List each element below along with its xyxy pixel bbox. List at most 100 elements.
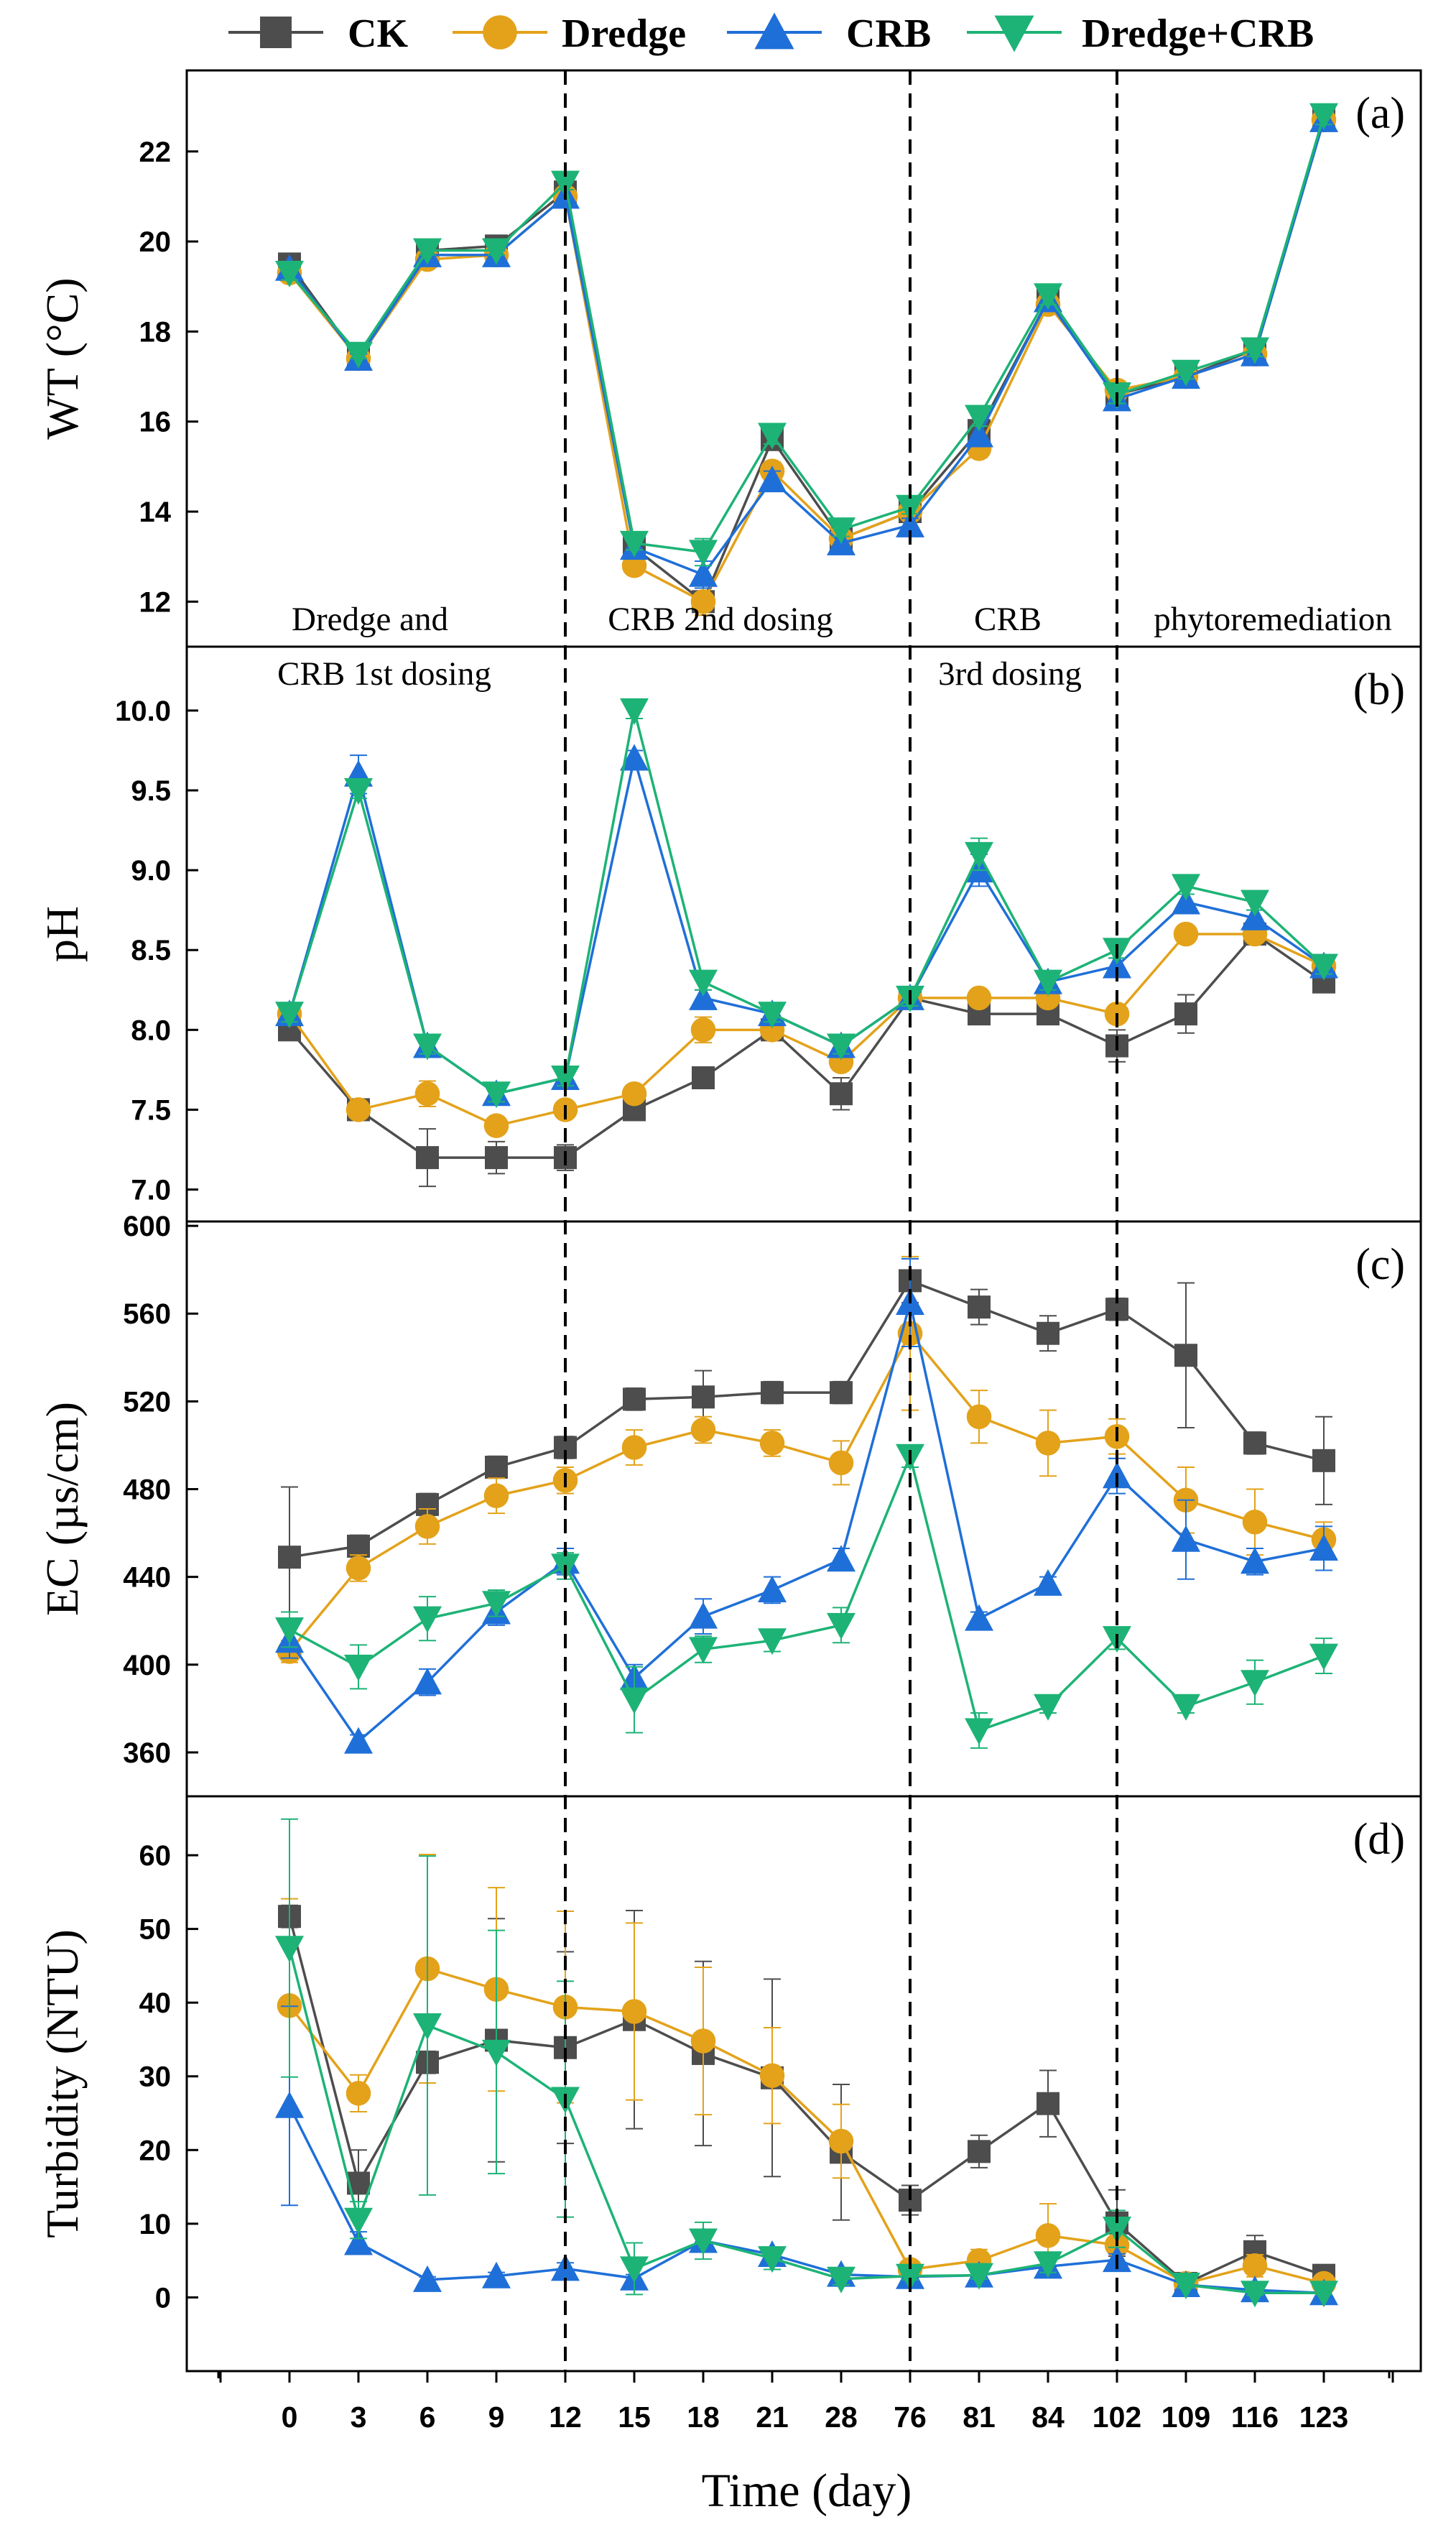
y-tick-label: 520 <box>123 1386 171 1418</box>
y-axis-title: pH <box>37 906 88 962</box>
data-point <box>1174 1344 1197 1367</box>
data-point <box>275 1617 304 1644</box>
series-line <box>288 115 1325 554</box>
y-tick-label: 9.5 <box>131 775 171 807</box>
phase-label-3rd-dosing: 3rd dosing <box>938 655 1082 693</box>
data-point <box>968 1295 991 1319</box>
data-point <box>413 2013 442 2040</box>
y-tick-label: 20 <box>139 2135 172 2166</box>
x-tick-label: 28 <box>825 2401 858 2434</box>
data-point <box>413 1668 442 1695</box>
data-point <box>692 1385 715 1409</box>
data-point <box>620 530 649 558</box>
panel-frame <box>185 69 1422 648</box>
legend-marker <box>754 12 794 50</box>
series-line <box>288 710 1325 1096</box>
data-point <box>827 1545 855 1572</box>
x-tick-label: 3 <box>351 2401 367 2434</box>
y-tick-label: 480 <box>123 1474 171 1506</box>
x-tick-label: 18 <box>687 2401 720 2434</box>
data-point <box>965 1718 993 1745</box>
legend-item-crb: CRB <box>727 11 931 56</box>
data-point <box>689 560 718 587</box>
data-point <box>621 1081 647 1107</box>
data-point <box>690 1417 716 1443</box>
data-point <box>965 1604 993 1631</box>
data-point <box>1103 951 1131 979</box>
series-line <box>288 1967 1325 2285</box>
y-tick-label: 9.0 <box>131 855 171 887</box>
data-point <box>965 2263 993 2290</box>
data-point <box>689 540 718 567</box>
y-tick-label: 50 <box>139 1914 172 1946</box>
y-tick-label: 440 <box>123 1562 171 1594</box>
data-point <box>965 841 993 869</box>
legend-marker <box>260 17 292 48</box>
data-point <box>830 1082 853 1106</box>
series-line <box>288 1331 1325 1653</box>
series-line <box>288 119 1325 604</box>
y-axis-title: WT (°C) <box>37 277 88 439</box>
data-point <box>1037 1321 1059 1345</box>
x-tick-label: 12 <box>549 2401 582 2434</box>
data-point <box>482 2039 511 2066</box>
data-point <box>1034 1694 1062 1721</box>
phase-label-crb: CRB <box>974 601 1042 638</box>
x-tick-label: 0 <box>282 2401 298 2434</box>
legend-label: CRB <box>846 11 931 56</box>
data-point <box>1309 103 1338 130</box>
panel-a-water-temperature: 12 14 16 18 20 22 WT (°C) (a) <box>37 69 1422 648</box>
data-point <box>966 1404 992 1430</box>
data-point <box>414 1081 440 1107</box>
data-point <box>346 1556 371 1581</box>
legend-marker <box>994 15 1034 52</box>
data-point <box>1241 1547 1269 1574</box>
panel-frame <box>185 1220 1422 1798</box>
data-point <box>689 1602 718 1629</box>
y-tick-label: 40 <box>139 1987 172 2019</box>
data-point <box>1241 1670 1269 1697</box>
y-tick-label: 7.5 <box>131 1094 171 1126</box>
data-point <box>689 969 718 997</box>
data-point <box>1034 1569 1062 1596</box>
phase-label-crb-1st-dosing: CRB 1st dosing <box>277 655 491 693</box>
data-point <box>1172 887 1200 915</box>
data-point <box>1242 2253 1268 2278</box>
phase-label-dredge-and: Dredge and <box>292 601 448 638</box>
y-tick-label: 60 <box>139 1840 172 1872</box>
data-point <box>827 517 855 545</box>
phase-label-phytoremediation: phytoremediation <box>1154 601 1392 638</box>
data-point <box>278 1546 301 1569</box>
data-point <box>689 1637 718 1664</box>
y-tick-label: 360 <box>123 1737 171 1769</box>
y-tick-label: 30 <box>139 2061 172 2093</box>
series-line <box>288 758 1325 1096</box>
data-point <box>413 2265 442 2292</box>
y-tick-label: 10.0 <box>115 696 171 727</box>
x-tick-label: 9 <box>488 2401 505 2434</box>
panel-c-conductivity: 360 400 440 480 520 560 600 EC (µs/cm) (c) <box>37 1211 1422 1798</box>
series-line <box>288 119 1325 604</box>
series-line <box>288 932 1325 1159</box>
data-point <box>896 510 924 537</box>
y-tick-label: 20 <box>139 226 172 258</box>
legend: CK Dredge CRB Dredge+CRB <box>228 11 1314 56</box>
series-line <box>288 119 1325 576</box>
data-point <box>275 1002 304 1029</box>
x-tick-label: 15 <box>618 2401 651 2434</box>
panel-label: (c) <box>1355 1240 1405 1289</box>
data-point <box>413 1033 442 1061</box>
panel-frame <box>185 1795 1422 2373</box>
legend-item-dredge-crb: Dredge+CRB <box>967 11 1314 56</box>
series-dredge <box>277 921 1337 1138</box>
y-tick-label: 14 <box>139 496 172 528</box>
data-point <box>1242 1510 1268 1535</box>
data-point <box>416 1146 439 1170</box>
data-point <box>1034 283 1062 310</box>
x-tick-label: 21 <box>756 2401 789 2434</box>
y-tick-label: 12 <box>139 586 172 618</box>
data-point <box>485 1455 508 1479</box>
data-point <box>344 2207 373 2235</box>
y-tick-label: 560 <box>123 1298 171 1330</box>
